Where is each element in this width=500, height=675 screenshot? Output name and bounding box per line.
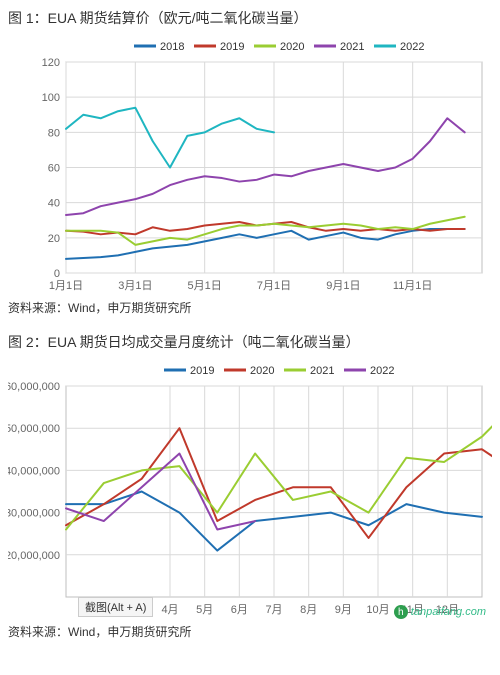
- svg-text:2018: 2018: [160, 41, 184, 53]
- chart-1: 图 1：EUA 期货结算价（欧元/吨二氧化碳当量） 0 20 40 60 80 100 12…: [8, 8, 492, 316]
- svg-text:9月1日: 9月1日: [326, 280, 360, 292]
- svg-text:20,000,000: 20,000,000: [8, 550, 60, 562]
- svg-text:2022: 2022: [370, 365, 394, 377]
- screenshot-tooltip: 截图(Alt + A): [78, 597, 153, 617]
- svg-text:60: 60: [48, 163, 60, 175]
- svg-text:2020: 2020: [280, 41, 304, 53]
- watermark-url: tanpaifang.com: [411, 606, 486, 618]
- svg-text:2021: 2021: [310, 365, 334, 377]
- svg-text:40,000,000: 40,000,000: [8, 465, 60, 477]
- watermark: h tanpaifang.com: [394, 605, 486, 619]
- svg-text:8月: 8月: [300, 604, 317, 616]
- svg-text:5月: 5月: [196, 604, 213, 616]
- svg-text:2021: 2021: [340, 41, 364, 53]
- svg-text:100: 100: [42, 92, 60, 104]
- svg-text:7月1日: 7月1日: [257, 280, 291, 292]
- svg-text:0: 0: [54, 268, 60, 280]
- watermark-badge-icon: h: [394, 605, 408, 619]
- svg-text:2020: 2020: [250, 365, 274, 377]
- svg-text:20: 20: [48, 233, 60, 245]
- svg-text:6月: 6月: [231, 604, 248, 616]
- svg-text:120: 120: [42, 57, 60, 69]
- svg-text:2022: 2022: [400, 41, 424, 53]
- svg-text:7月: 7月: [265, 604, 282, 616]
- svg-text:2019: 2019: [190, 365, 214, 377]
- chart-1-plot: 0 20 40 60 80 100 120 1月1日 3月1日 5月1日 7月1日 9月1日 11月1日…: [8, 32, 492, 297]
- svg-text:1月1日: 1月1日: [49, 280, 83, 292]
- svg-text:40: 40: [48, 198, 60, 210]
- svg-text:50,000,000: 50,000,000: [8, 423, 60, 435]
- svg-text:11月1日: 11月1日: [393, 280, 433, 292]
- chart-2-plot: 20,000,000 30,000,000 40,000,000 50,000,000…: [8, 356, 492, 621]
- svg-text:3月1日: 3月1日: [118, 280, 152, 292]
- chart-1-source: 资料来源：Wind，申万期货研究所: [8, 299, 492, 316]
- svg-text:30,000,000: 30,000,000: [8, 508, 60, 520]
- chart-1-title: 图 1：EUA 期货结算价（欧元/吨二氧化碳当量）: [8, 8, 492, 28]
- svg-text:5月1日: 5月1日: [188, 280, 222, 292]
- svg-text:80: 80: [48, 127, 60, 139]
- svg-text:60,000,000: 60,000,000: [8, 381, 60, 393]
- svg-text:2019: 2019: [220, 41, 244, 53]
- chart-2: 图 2：EUA 期货日均成交量月度统计（吨二氧化碳当量） 20,000,000 3…: [8, 332, 492, 640]
- svg-text:4月: 4月: [161, 604, 178, 616]
- svg-text:9月: 9月: [335, 604, 352, 616]
- chart-2-title: 图 2：EUA 期货日均成交量月度统计（吨二氧化碳当量）: [8, 332, 492, 352]
- svg-text:10月: 10月: [366, 604, 389, 616]
- chart-2-source: 资料来源：Wind，申万期货研究所: [8, 623, 492, 640]
